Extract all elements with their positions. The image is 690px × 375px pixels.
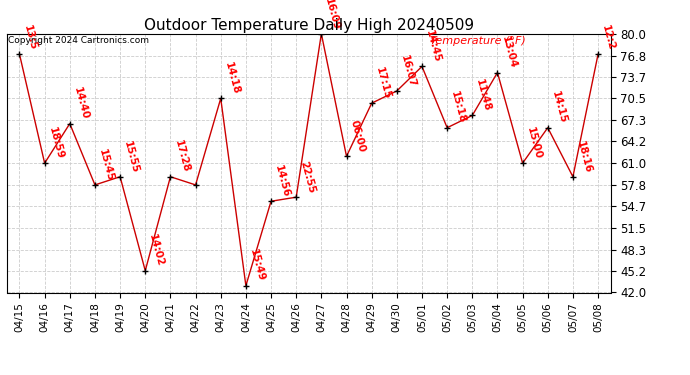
- Text: 17:15: 17:15: [374, 66, 392, 100]
- Title: Outdoor Temperature Daily High 20240509: Outdoor Temperature Daily High 20240509: [144, 18, 474, 33]
- Text: 11:48: 11:48: [474, 78, 493, 113]
- Text: 13:04: 13:04: [500, 35, 518, 70]
- Text: 17:28: 17:28: [172, 140, 190, 174]
- Text: 15:45: 15:45: [97, 147, 115, 182]
- Text: 15:00: 15:00: [524, 126, 543, 160]
- Text: 16:07: 16:07: [399, 54, 417, 88]
- Text: 14:56: 14:56: [273, 164, 291, 198]
- Text: 14:02: 14:02: [147, 233, 166, 268]
- Text: 14:15: 14:15: [550, 90, 568, 125]
- Text: 15:18: 15:18: [449, 90, 467, 125]
- Text: Temperature (°F): Temperature (°F): [429, 36, 525, 46]
- Text: 18:59: 18:59: [47, 126, 65, 160]
- Text: 18:16: 18:16: [575, 140, 593, 174]
- Text: 14:40: 14:40: [72, 86, 90, 121]
- Text: 13:5: 13:5: [21, 24, 38, 51]
- Text: 12:2: 12:2: [600, 24, 616, 51]
- Text: 22:55: 22:55: [298, 160, 317, 195]
- Text: Copyright 2024 Cartronics.com: Copyright 2024 Cartronics.com: [8, 36, 149, 45]
- Text: 14:18: 14:18: [223, 61, 241, 96]
- Text: 06:00: 06:00: [348, 119, 367, 154]
- Text: 16:09: 16:09: [324, 0, 342, 31]
- Text: 15:55: 15:55: [122, 140, 140, 174]
- Text: 15:49: 15:49: [248, 248, 266, 283]
- Text: 14:45: 14:45: [424, 29, 442, 64]
